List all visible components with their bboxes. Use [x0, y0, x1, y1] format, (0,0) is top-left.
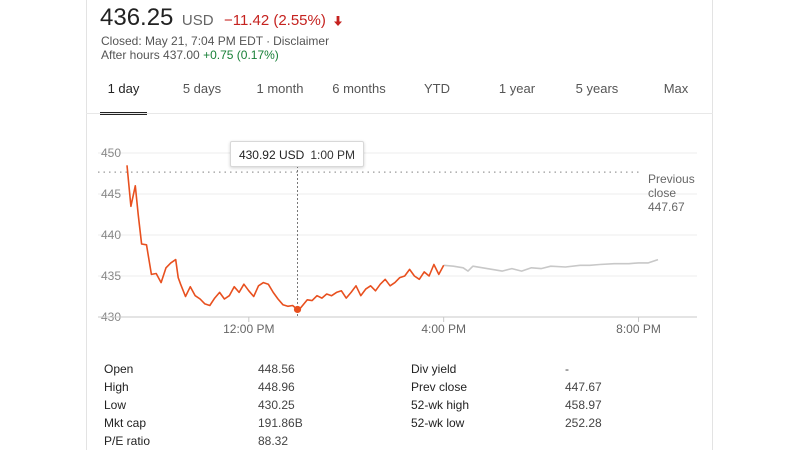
- stat-value: 448.56: [258, 362, 295, 376]
- stat-value: 88.32: [258, 434, 289, 448]
- stat-value: 447.67: [565, 380, 602, 394]
- disclaimer-link[interactable]: Disclaimer: [273, 34, 330, 48]
- finance-panel: [86, 0, 713, 450]
- price-change: −11.42 (2.55%): [223, 12, 326, 29]
- tab-5-years[interactable]: 5 years: [575, 81, 619, 96]
- stat-row-high: High 448.96: [104, 378, 295, 396]
- tab-max[interactable]: Max: [663, 81, 689, 96]
- x-tick-label: 4:00 PM: [421, 322, 466, 336]
- stat-label: High: [104, 380, 129, 394]
- x-tick-label: 8:00 PM: [616, 322, 661, 336]
- after-hours-line: [443, 258, 659, 272]
- stat-row-pe-ratio: P/E ratio 88.32: [104, 432, 288, 450]
- y-tick-label: 435: [101, 269, 121, 283]
- currency-label: USD: [181, 12, 214, 29]
- quote-header: 436.25 USD −11.42 (2.55%): [100, 4, 343, 32]
- stat-value: 458.97: [565, 398, 602, 412]
- hover-point: [293, 305, 302, 314]
- stat-row-mkt-cap: Mkt cap 191.86B: [104, 414, 303, 432]
- previous-close-line2: close: [648, 186, 677, 200]
- stat-row-prev-close: Prev close 447.67: [411, 378, 602, 396]
- stat-row-low: Low 430.25: [104, 396, 295, 414]
- tab-1-year[interactable]: 1 year: [498, 81, 536, 96]
- tab-5-days[interactable]: 5 days: [182, 81, 222, 96]
- arrow-down-icon: [334, 15, 343, 26]
- stats-right: Div yield - Prev close 447.67 52-wk high 45…: [411, 360, 602, 432]
- stat-label: 52-wk high: [411, 398, 470, 412]
- tabs-divider: [86, 113, 713, 114]
- after-hours: After hours 437.00 +0.75 (0.17%): [101, 48, 279, 62]
- stat-label: Low: [104, 398, 127, 412]
- stock-price: 436.25: [100, 4, 174, 31]
- stat-label: P/E ratio: [104, 434, 151, 448]
- tab-ytd[interactable]: YTD: [424, 81, 450, 96]
- stat-label: Mkt cap: [104, 416, 147, 430]
- after-hours-price: After hours 437.00: [101, 48, 200, 62]
- stat-row-52wk-low: 52-wk low 252.28: [411, 414, 602, 432]
- tab-1-month[interactable]: 1 month: [256, 81, 304, 96]
- stat-value: 430.25: [258, 398, 295, 412]
- stat-value: 448.96: [258, 380, 295, 394]
- stat-row-52wk-high: 52-wk high 458.97: [411, 396, 602, 414]
- previous-close-label: Previous close 447.67: [648, 172, 695, 214]
- price-line: [126, 165, 445, 311]
- closed-time: Closed: May 21, 7:04 PM EDT: [101, 34, 264, 48]
- stat-row-div-yield: Div yield -: [411, 360, 569, 378]
- after-hours-change: +0.75 (0.17%): [203, 48, 279, 62]
- stat-label: Open: [104, 362, 134, 376]
- tab-6-months[interactable]: 6 months: [332, 81, 386, 96]
- tooltip-price: 430.92 USD: [238, 148, 305, 162]
- stat-label: 52-wk low: [411, 416, 465, 430]
- y-tick-label: 450: [101, 146, 121, 160]
- stat-label: Div yield: [411, 362, 457, 376]
- previous-close-line1: Previous: [648, 172, 695, 186]
- x-tick-label: 12:00 PM: [223, 322, 274, 336]
- y-tick-label: 445: [101, 187, 121, 201]
- tooltip-time: 1:00 PM: [310, 148, 356, 162]
- range-tabs: 1 day 5 days 1 month 6 months YTD 1 year…: [100, 74, 700, 115]
- previous-close-value: 447.67: [648, 200, 685, 214]
- market-status: Closed: May 21, 7:04 PM EDT · Disclaimer: [101, 34, 329, 48]
- y-tick-label: 440: [101, 228, 121, 242]
- stat-label: Prev close: [411, 380, 468, 394]
- stat-value: 252.28: [565, 416, 602, 430]
- separator: ·: [266, 34, 271, 48]
- stats-left: Open 448.56 High 448.96 Low 430.25 Mkt cap 1…: [104, 360, 303, 450]
- stat-value: -: [565, 362, 569, 376]
- stat-value: 191.86B: [258, 416, 303, 430]
- stat-row-open: Open 448.56: [104, 360, 295, 378]
- hover-tooltip: 430.92 USD 1:00 PM: [230, 141, 364, 167]
